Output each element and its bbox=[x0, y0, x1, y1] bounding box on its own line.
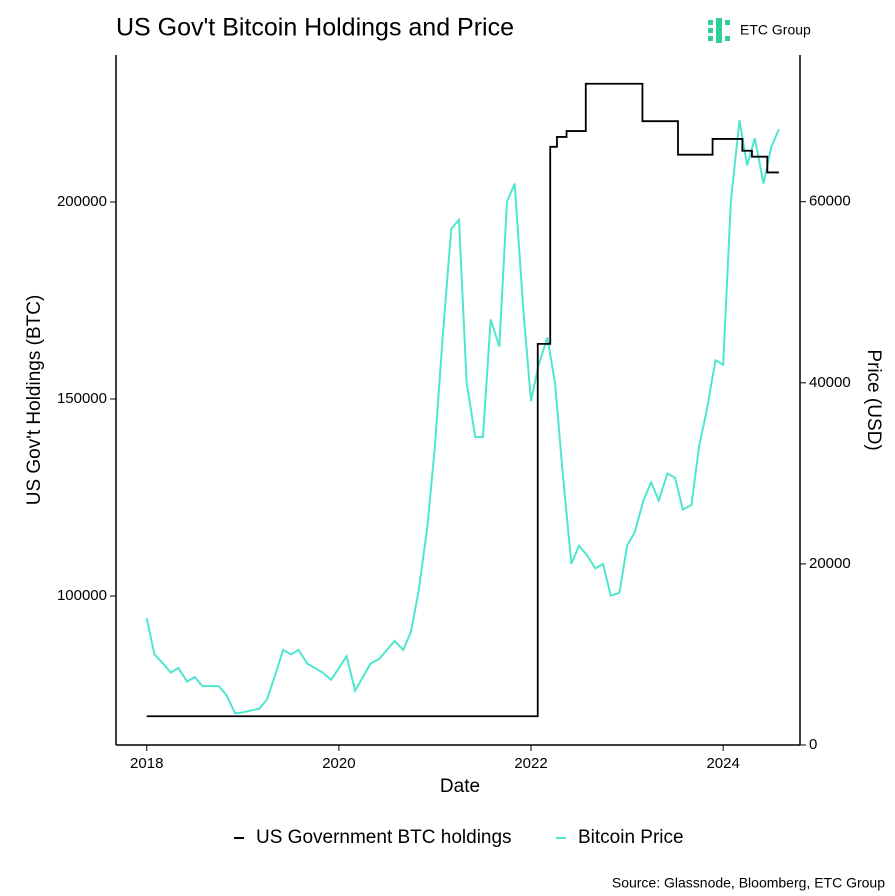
legend-label: Bitcoin Price bbox=[578, 827, 684, 848]
y-tick-label: 150000 bbox=[57, 390, 107, 407]
source-note: Source: Glassnode, Bloomberg, ETC Group bbox=[612, 875, 885, 891]
y-axis-title: US Gov't Holdings (BTC) bbox=[24, 295, 45, 506]
y2-tick-label: 60000 bbox=[809, 193, 851, 210]
legend-label: US Government BTC holdings bbox=[256, 827, 512, 848]
chart-title: US Gov't Bitcoin Holdings and Price bbox=[116, 14, 514, 42]
x-axis-title: Date bbox=[440, 776, 480, 797]
y-tick-label: 100000 bbox=[57, 587, 107, 604]
x-tick-label: 2020 bbox=[322, 755, 355, 772]
series-line bbox=[145, 120, 780, 715]
series-line bbox=[146, 82, 779, 718]
x-tick-label: 2018 bbox=[130, 755, 163, 772]
logo: ETC Group bbox=[708, 18, 811, 43]
x-tick-label: 2022 bbox=[514, 755, 547, 772]
y-tick-label: 200000 bbox=[57, 193, 107, 210]
y2-axis-title: Price (USD) bbox=[863, 349, 884, 450]
y2-tick-label: 0 bbox=[809, 736, 817, 753]
logo-text: ETC Group bbox=[740, 22, 811, 38]
x-tick-label: 2024 bbox=[706, 755, 739, 772]
y2-tick-label: 20000 bbox=[809, 555, 851, 572]
y2-tick-label: 40000 bbox=[809, 374, 851, 391]
